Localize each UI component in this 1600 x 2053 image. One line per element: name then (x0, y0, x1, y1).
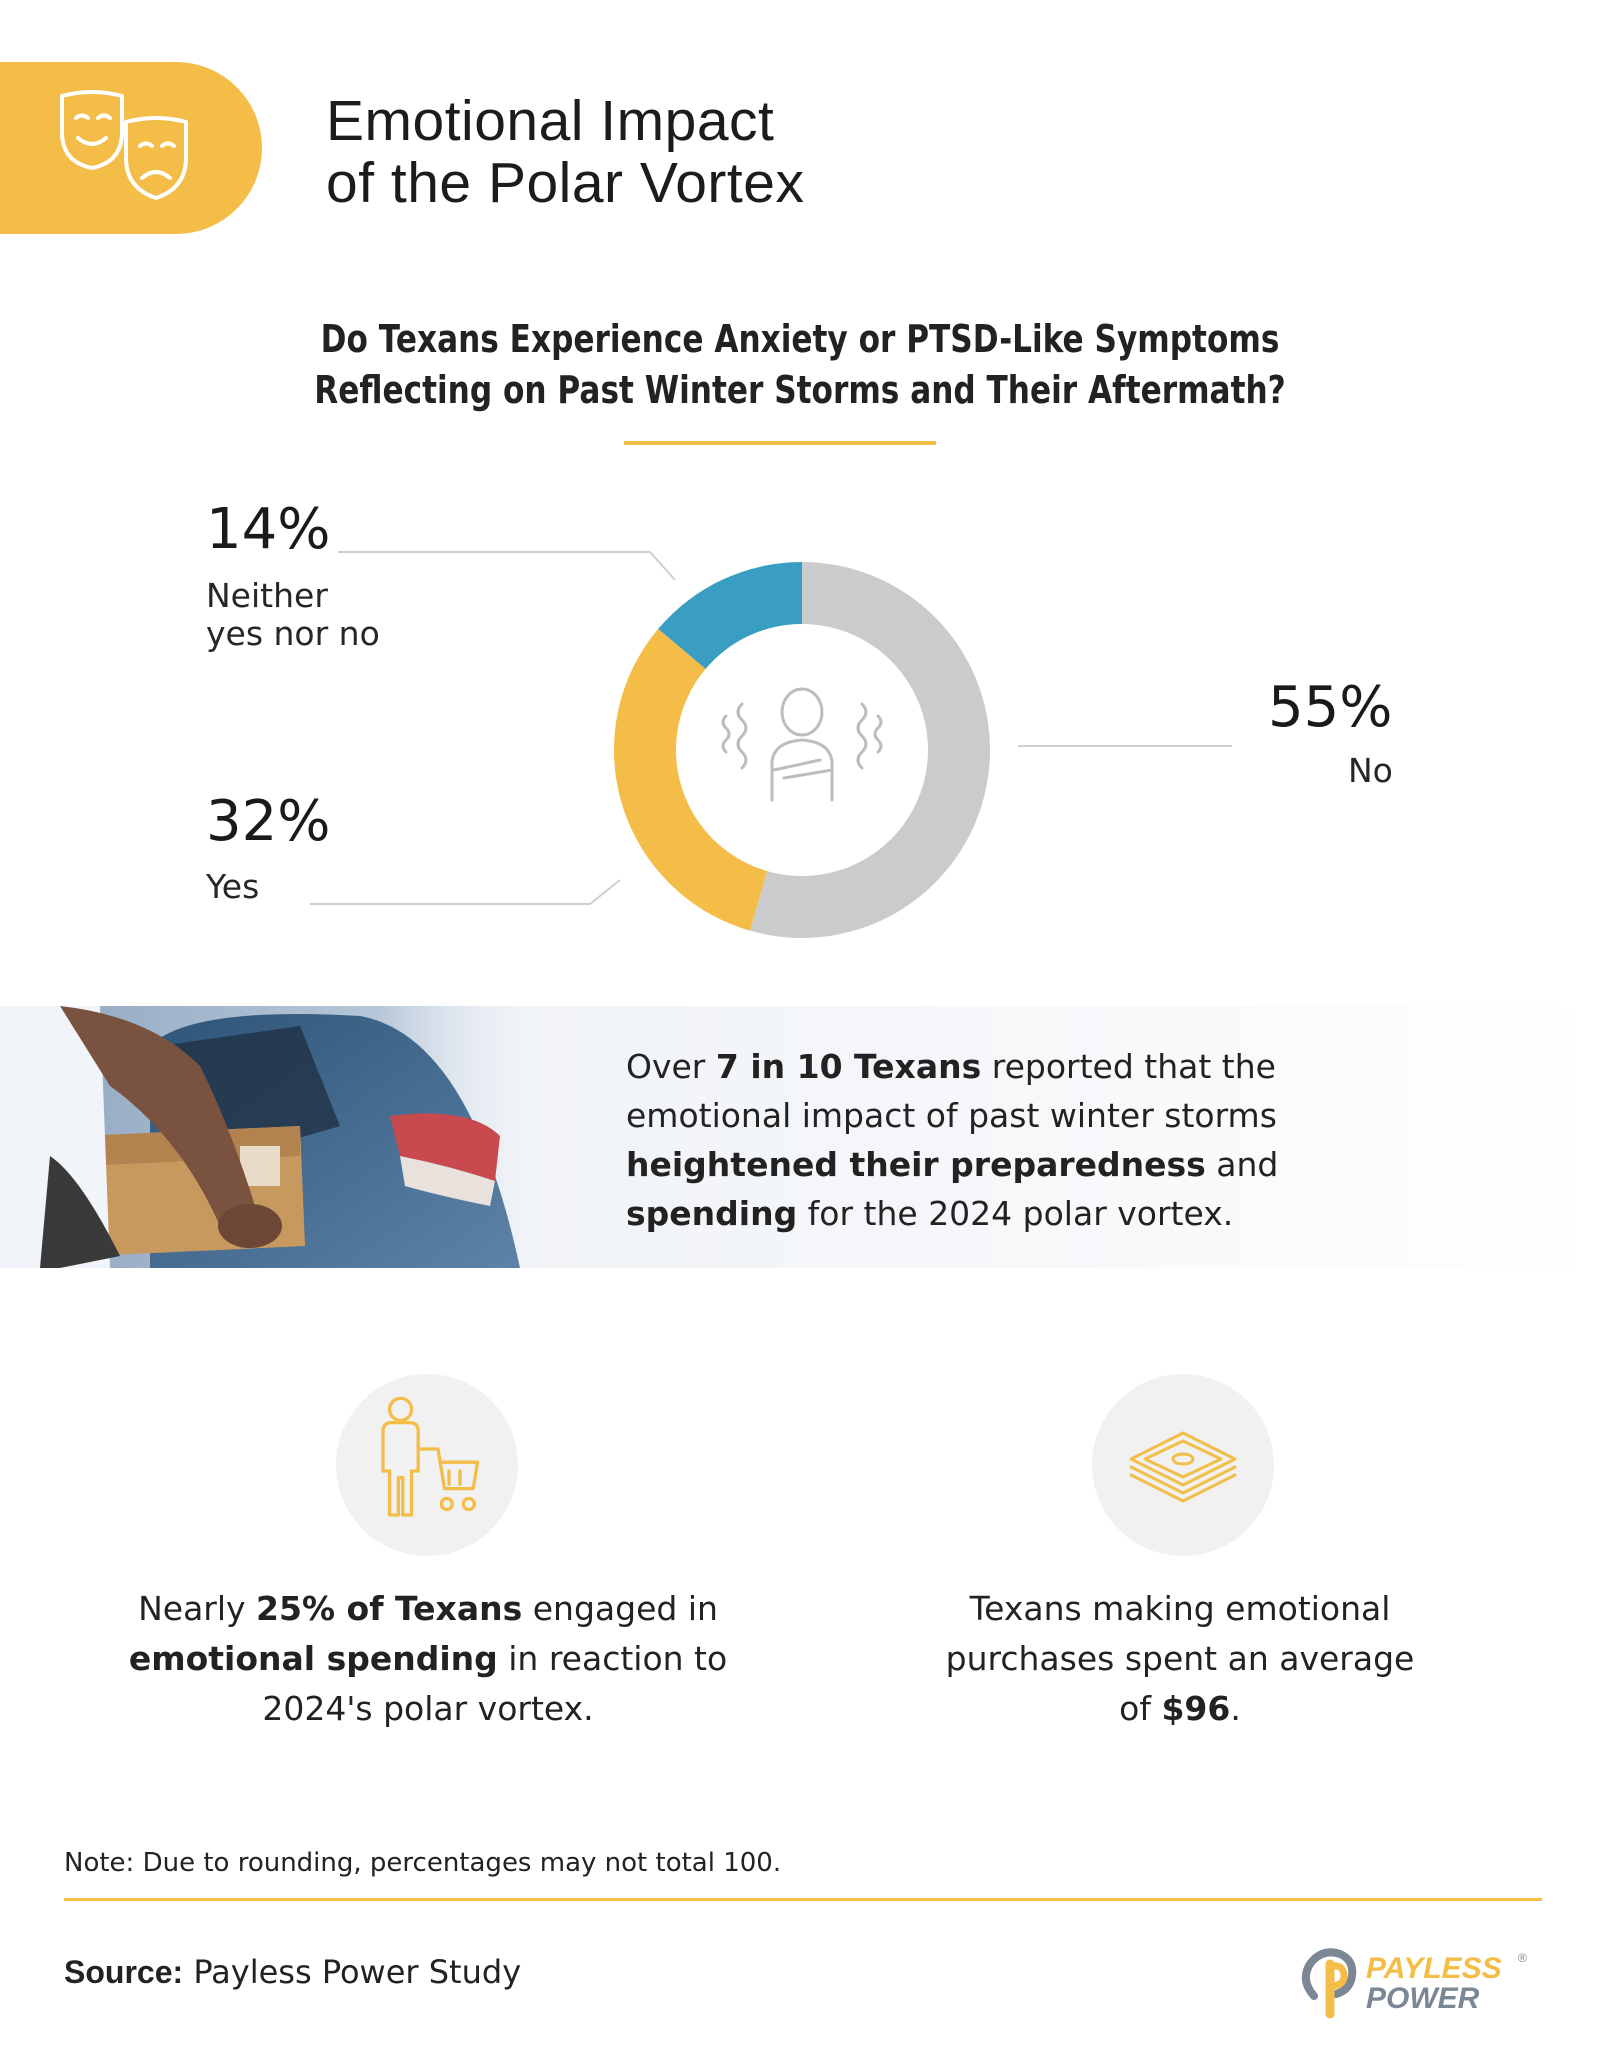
svg-text:®: ® (1518, 1951, 1527, 1965)
neither-percent: 14% (206, 497, 331, 562)
chart-question: Do Texans Experience Anxiety or PTSD-Lik… (314, 317, 1286, 412)
shopping-cart-person-icon (381, 1396, 480, 1517)
donut-slice-yes (614, 628, 768, 931)
leader-line-yes (310, 879, 621, 905)
banner-text: Over 7 in 10 Texans reported that the em… (626, 1047, 1279, 1233)
yes-label: Yes (206, 867, 260, 906)
donut-chart (310, 551, 1232, 938)
payless-power-logo: PAYLESS POWER ® (1301, 1948, 1527, 2019)
leader-line-neither (338, 551, 676, 581)
question-underline (624, 441, 936, 445)
donut-slice-neither-yes-nor-no (658, 562, 802, 669)
page-title: Emotional Impact of the Polar Vortex (326, 89, 805, 215)
source-line: Source: Payless Power Study (64, 1953, 522, 1991)
neither-label: Neither yes nor no (206, 576, 380, 653)
footer-rule (64, 1898, 1542, 1901)
svg-text:PAYLESS: PAYLESS (1366, 1952, 1502, 1985)
car-trunk-loading-photo (0, 1006, 540, 1268)
rounding-note: Note: Due to rounding, percentages may n… (64, 1848, 782, 1878)
preparedness-banner: Over 7 in 10 Texans reported that the em… (0, 1006, 1600, 1268)
no-percent: 55% (1268, 675, 1393, 740)
donut-slices (614, 562, 991, 938)
donut-slice-no (750, 562, 991, 938)
stat-text-2: Texans making emotional purchases spent … (945, 1589, 1415, 1728)
no-label: No (1348, 751, 1393, 790)
logo-mark-icon (1301, 1948, 1357, 2019)
yes-percent: 32% (206, 789, 331, 854)
theater-masks-icon (60, 90, 188, 200)
shivering-person-icon (721, 687, 883, 802)
header-accent-pill (0, 62, 262, 234)
stat-icon-circle-1 (336, 1374, 518, 1556)
cash-stack-icon (1129, 1431, 1237, 1503)
svg-text:POWER: POWER (1366, 1982, 1480, 2015)
stat-text-1: Nearly 25% of Texans engaged in emotiona… (128, 1589, 728, 1728)
